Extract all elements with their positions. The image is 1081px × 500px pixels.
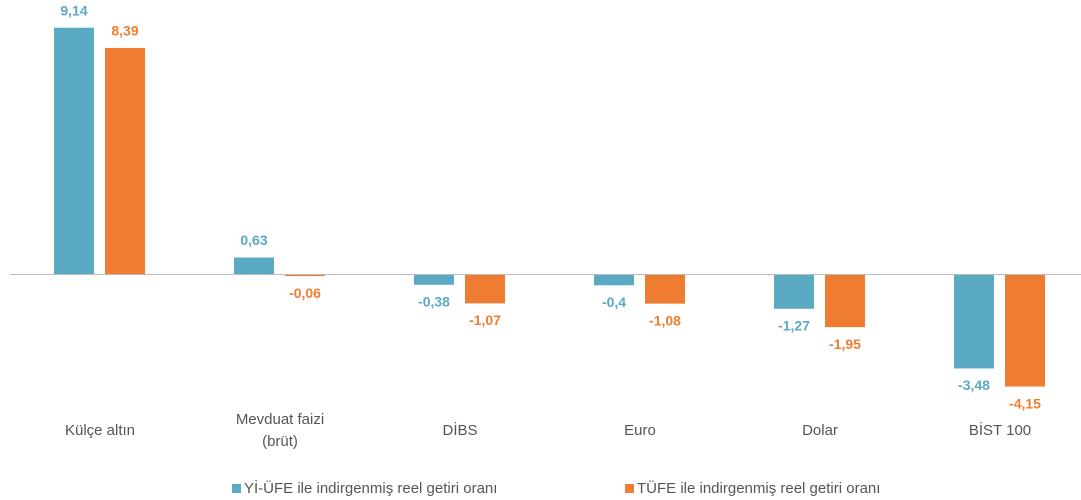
value-label: 9,14	[60, 2, 87, 18]
bar	[54, 27, 94, 275]
value-label: -3,48	[958, 377, 990, 393]
value-label: -0,38	[418, 293, 450, 309]
value-label: -1,08	[649, 312, 681, 328]
bar	[285, 274, 325, 277]
x-tick-label: DİBS	[442, 422, 478, 439]
value-label: -0,4	[602, 294, 626, 310]
bar	[774, 274, 814, 309]
bar	[414, 274, 454, 285]
legend-swatch	[232, 484, 241, 493]
x-tick-label: Mevduat faizi (brüt)	[235, 411, 325, 450]
bar	[105, 47, 145, 275]
bar	[1005, 274, 1045, 387]
legend-label: TÜFE ile indirgenmiş reel getiri oranı	[637, 480, 881, 497]
value-label: -1,07	[469, 312, 501, 328]
value-label: -4,15	[1009, 395, 1041, 411]
value-label: 0,63	[240, 232, 267, 248]
legend-swatch	[625, 484, 634, 493]
x-tick-label: Külçe altın	[64, 422, 136, 439]
bar	[645, 274, 685, 304]
bar	[234, 257, 274, 275]
bar	[594, 274, 634, 286]
value-label: -1,27	[778, 317, 810, 333]
x-tick-label: Euro	[624, 422, 656, 439]
value-label: 8,39	[111, 23, 138, 39]
bar	[825, 274, 865, 328]
legend-entry: TÜFE ile indirgenmiş reel getiri oranı	[625, 480, 880, 497]
value-label: -1,95	[829, 336, 861, 352]
legend-label: Yİ-ÜFE ile indirgenmiş reel getiri oranı	[244, 480, 498, 497]
legend-entry: Yİ-ÜFE ile indirgenmiş reel getiri oranı	[232, 480, 497, 497]
value-label: -0,06	[289, 285, 321, 301]
x-tick-label: BİST 100	[968, 422, 1032, 439]
bar	[954, 274, 994, 369]
bar	[465, 274, 505, 304]
x-tick-label: Dolar	[802, 422, 838, 439]
